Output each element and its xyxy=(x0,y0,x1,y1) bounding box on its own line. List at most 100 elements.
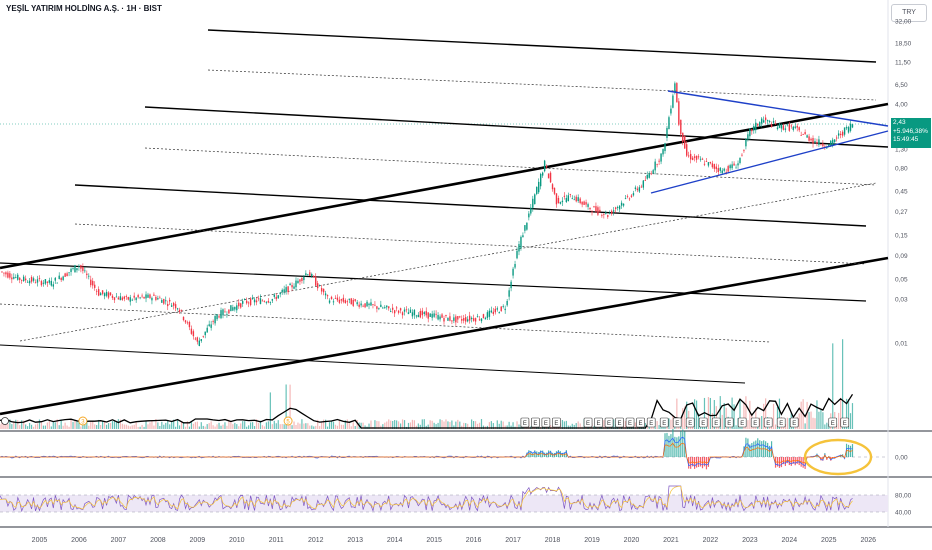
volume-bar xyxy=(50,426,52,429)
earnings-marker[interactable]: E xyxy=(789,417,799,428)
earnings-marker[interactable]: E xyxy=(552,417,561,428)
earnings-marker[interactable]: E xyxy=(698,417,708,428)
volume-bar xyxy=(344,420,346,429)
dividend-marker[interactable]: 5 xyxy=(283,416,293,426)
earnings-marker[interactable]: E xyxy=(615,417,624,428)
earnings-marker[interactable]: E xyxy=(776,417,786,428)
long-term-support-line[interactable] xyxy=(0,256,889,416)
dashed-line[interactable] xyxy=(74,223,867,265)
trendline[interactable] xyxy=(144,106,889,148)
price-candle xyxy=(601,214,603,216)
price-candle xyxy=(547,173,550,179)
earnings-marker[interactable]: E xyxy=(685,417,695,428)
dashed-line[interactable] xyxy=(0,303,771,343)
earnings-marker[interactable]: E xyxy=(646,417,656,428)
earnings-marker[interactable]: E xyxy=(594,417,603,428)
trendline[interactable] xyxy=(207,29,877,63)
price-candle xyxy=(70,268,72,273)
volume-bar xyxy=(137,426,139,429)
triangle-lower-edge[interactable] xyxy=(650,130,889,194)
volume-bar xyxy=(518,424,520,429)
long-term-support-line[interactable] xyxy=(0,102,889,270)
earnings-marker[interactable]: E xyxy=(672,417,682,428)
earnings-marker[interactable]: E xyxy=(636,417,645,428)
dashed-line[interactable] xyxy=(19,182,877,342)
price-candle xyxy=(82,266,84,271)
earnings-marker[interactable]: E xyxy=(625,417,635,428)
price-candle xyxy=(3,272,5,274)
earnings-marker[interactable]: E xyxy=(750,417,760,428)
price-candle xyxy=(626,196,629,198)
earnings-marker[interactable]: E xyxy=(840,417,850,428)
volume-bar xyxy=(749,400,751,429)
price-candle xyxy=(725,172,727,173)
dashed-channel-lines[interactable] xyxy=(0,69,877,343)
earnings-markers[interactable]: E E E E E E E E E E E E E E E E E E E E E E E E3 5 xyxy=(78,416,850,428)
dashed-line[interactable] xyxy=(144,147,877,186)
volume-bar xyxy=(242,421,244,429)
price-candle xyxy=(184,320,187,323)
trendlines[interactable] xyxy=(0,29,889,416)
price-candle xyxy=(113,297,116,301)
earnings-marker[interactable]: E xyxy=(828,417,838,428)
earnings-marker[interactable]: E xyxy=(541,417,551,428)
price-candle xyxy=(92,280,94,286)
x-axis[interactable]: 2005 2006 2007 2008 2009 2010 2011 2012 2013 2014… xyxy=(32,537,876,544)
volume-bar xyxy=(119,419,121,429)
volume-bar xyxy=(291,425,293,429)
volume-bar xyxy=(567,425,569,429)
price-candle xyxy=(247,302,250,304)
price-candle xyxy=(788,124,791,131)
earnings-marker[interactable]: E xyxy=(711,417,721,428)
volume-bar xyxy=(303,423,305,429)
price-candle xyxy=(528,213,530,218)
volume-bar xyxy=(60,419,62,429)
price-candle xyxy=(650,173,652,175)
volume-bar xyxy=(356,420,358,429)
dashed-line[interactable] xyxy=(207,69,877,101)
price-candle xyxy=(334,297,337,299)
currency-selector[interactable]: TRY xyxy=(891,4,927,22)
macd-layer xyxy=(0,429,854,470)
svg-text:E: E xyxy=(727,421,731,427)
volume-bar xyxy=(490,421,492,429)
earnings-marker[interactable]: E xyxy=(737,417,747,428)
price-candle xyxy=(15,276,17,278)
earnings-marker[interactable]: E xyxy=(659,417,669,428)
earnings-marker[interactable]: E xyxy=(724,417,734,428)
trendline[interactable] xyxy=(74,184,867,227)
x-tick-label: 2010 xyxy=(229,537,245,544)
dividend-marker[interactable]: 3 xyxy=(78,416,88,426)
volume-bar xyxy=(169,424,171,429)
volume-bar xyxy=(265,422,267,429)
price-candle xyxy=(472,318,475,321)
annotation-circle[interactable] xyxy=(803,438,873,476)
x-tick-label: 2018 xyxy=(545,537,561,544)
price-candle xyxy=(502,306,504,308)
price-candle xyxy=(449,316,451,321)
earnings-marker[interactable]: E xyxy=(531,417,540,428)
volume-bar xyxy=(765,398,767,429)
price-candle xyxy=(88,275,90,277)
price-candle xyxy=(443,318,445,322)
price-candle xyxy=(232,307,234,311)
drawing-tool-icon[interactable] xyxy=(1,417,9,425)
earnings-marker[interactable]: E xyxy=(520,417,530,428)
symmetrical-triangle[interactable] xyxy=(650,90,889,194)
trendline[interactable] xyxy=(0,344,746,384)
triangle-upper-edge[interactable] xyxy=(667,90,889,127)
volume-bar xyxy=(76,420,78,429)
earnings-marker[interactable]: E xyxy=(583,417,593,428)
price-candle xyxy=(24,278,27,281)
svg-text:E: E xyxy=(597,421,601,427)
earnings-marker[interactable]: E xyxy=(604,417,614,428)
price-candle xyxy=(105,291,108,296)
x-tick-label: 2024 xyxy=(782,537,798,544)
trendline[interactable] xyxy=(0,262,867,302)
price-candle xyxy=(648,173,650,178)
earnings-marker[interactable]: E xyxy=(763,417,773,428)
y-axis[interactable]: 32,00 18,50 11,50 6,50 4,00 1,30 0,80 0,45 0,27 0… xyxy=(895,19,912,517)
volume-bar xyxy=(58,425,60,429)
price-candle xyxy=(737,163,739,166)
